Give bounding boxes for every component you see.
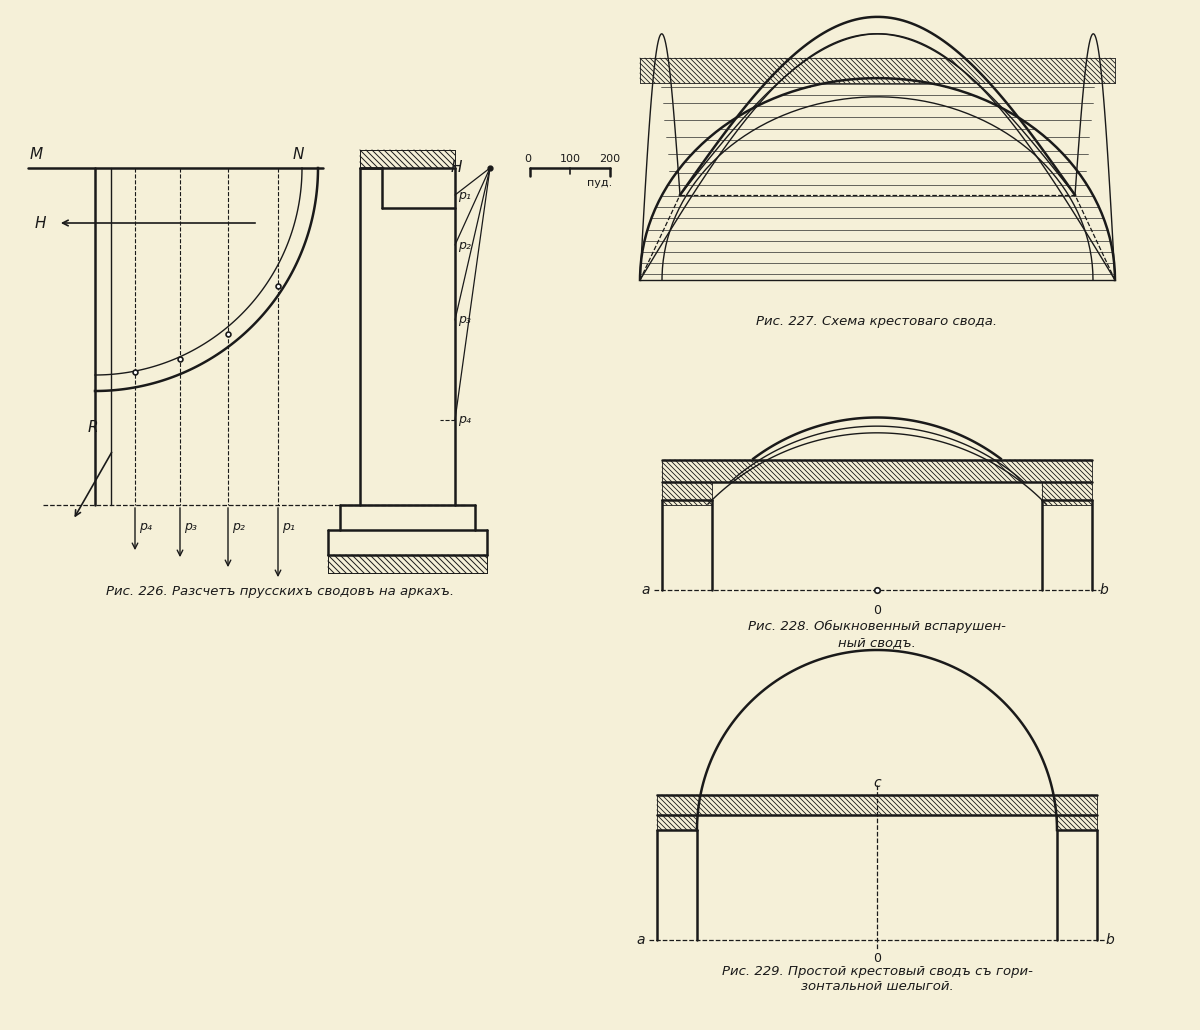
Text: пуд.: пуд.: [587, 178, 612, 188]
Text: a: a: [636, 933, 646, 947]
Text: Рис. 227. Схема крестоваго свода.: Рис. 227. Схема крестоваго свода.: [756, 315, 997, 328]
Text: Рис. 229. Простой крестовый сводъ съ гори-: Рис. 229. Простой крестовый сводъ съ гор…: [721, 965, 1032, 978]
Text: M: M: [30, 147, 43, 162]
Text: H: H: [450, 161, 462, 175]
Text: N: N: [293, 147, 305, 162]
Text: R: R: [88, 420, 98, 435]
Text: p₁: p₁: [282, 520, 295, 533]
Text: p₄: p₄: [139, 520, 152, 533]
Text: p₃: p₃: [184, 520, 197, 533]
Text: p₃: p₃: [458, 313, 470, 327]
Text: p₄: p₄: [458, 413, 470, 426]
Text: b: b: [1105, 933, 1114, 947]
Text: H: H: [35, 215, 46, 231]
Text: p₂: p₂: [458, 239, 470, 251]
Text: 0: 0: [874, 952, 881, 965]
Text: a: a: [642, 583, 650, 597]
Text: Рис. 226. Разсчетъ прусскихъ сводовъ на аркахъ.: Рис. 226. Разсчетъ прусскихъ сводовъ на …: [106, 585, 454, 598]
Text: c: c: [874, 776, 881, 790]
Text: b: b: [1100, 583, 1109, 597]
Text: 0: 0: [524, 154, 532, 164]
Text: ный сводъ.: ный сводъ.: [838, 636, 916, 649]
Text: p₁: p₁: [458, 188, 470, 202]
Text: Рис. 228. Обыкновенный вспарушен-: Рис. 228. Обыкновенный вспарушен-: [748, 620, 1006, 633]
Text: 200: 200: [600, 154, 620, 164]
Text: зонтальной шелыгой.: зонтальной шелыгой.: [800, 980, 953, 993]
Text: 0: 0: [874, 604, 881, 617]
Text: 100: 100: [559, 154, 581, 164]
Text: p₂: p₂: [232, 520, 245, 533]
